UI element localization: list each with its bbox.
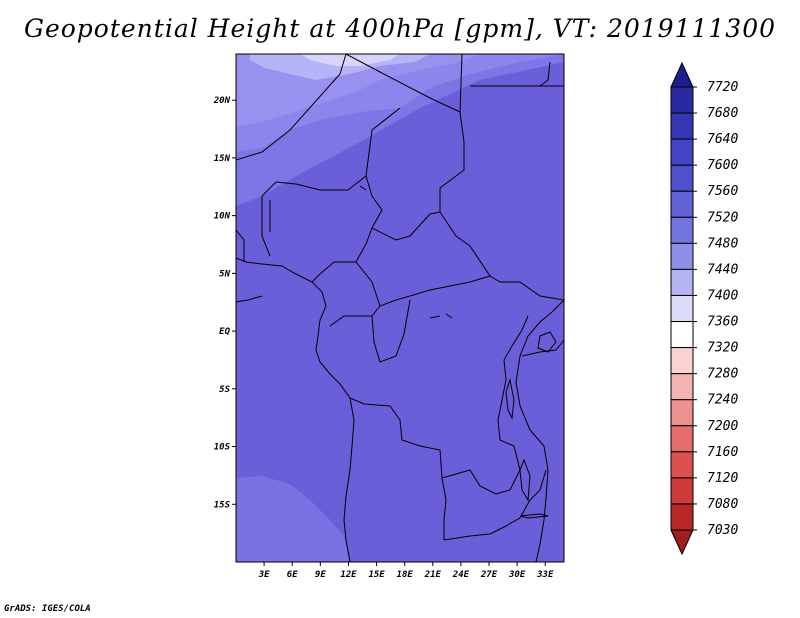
colorbar-swatch xyxy=(670,242,694,270)
map-title: Geopotential Height at 400hPa [gpm], VT:… xyxy=(23,14,777,43)
credit-text: GrADS: IGES/COLA xyxy=(4,604,91,614)
colorbar-swatch xyxy=(670,112,694,140)
lon-tick-label: 6E xyxy=(287,570,298,580)
colorbar-label: 7360 xyxy=(707,315,738,330)
lon-tick-label: 9E xyxy=(315,570,326,580)
lon-tick-label: 15E xyxy=(368,570,385,580)
colorbar-label: 7520 xyxy=(707,210,738,225)
lat-tick-label: 5N xyxy=(219,269,230,279)
colorbar-swatch xyxy=(670,164,694,192)
colorbar-swatch xyxy=(670,425,694,453)
lat-tick-label: EQ xyxy=(219,327,230,337)
colorbar-label: 7320 xyxy=(707,341,738,356)
height-field-band-7400 xyxy=(300,54,400,66)
colorbar-swatch xyxy=(670,216,694,244)
colorbar: 7720 7680 7640 7600 7560 7520 7480 7440 7400 7360… xyxy=(670,61,738,556)
lon-tick-label: 30E xyxy=(508,570,526,580)
colorbar-swatch xyxy=(670,399,694,427)
colorbar-swatch xyxy=(670,268,694,296)
lon-tick-label: 18E xyxy=(397,570,414,580)
colorbar-swatch xyxy=(670,373,694,401)
colorbar-label: 7200 xyxy=(707,419,738,434)
colorbar-label: 7640 xyxy=(707,132,738,147)
lon-tick-label: 24E xyxy=(452,570,470,580)
lon-tick-label: 3E xyxy=(258,570,270,580)
colorbar-label: 7160 xyxy=(707,445,738,460)
map-panel xyxy=(236,54,564,562)
colorbar-label: 7240 xyxy=(707,393,738,408)
colorbar-swatch xyxy=(670,503,694,531)
colorbar-swatch xyxy=(670,294,694,323)
colorbar-min-triangle xyxy=(670,529,694,556)
colorbar-swatch xyxy=(670,138,694,166)
colorbar-label: 7280 xyxy=(707,367,738,382)
colorbar-label: 7080 xyxy=(707,497,738,512)
colorbar-label: 7480 xyxy=(707,236,738,251)
colorbar-label: 7030 xyxy=(707,523,738,538)
colorbar-swatch xyxy=(670,190,694,218)
lon-tick-label: 27E xyxy=(480,570,498,580)
lat-tick-label: 10S xyxy=(214,443,231,453)
latitude-axis: 20N 15N 10N 5N EQ 5S 10S 15S xyxy=(213,96,236,510)
longitude-axis: 3E 6E 9E 12E 15E 18E 21E 24E 27E 30E 33E xyxy=(258,562,554,580)
lat-tick-label: 20N xyxy=(213,96,231,106)
lat-tick-label: 15N xyxy=(214,154,231,164)
lat-tick-label: 5S xyxy=(219,385,230,395)
height-field-band-south xyxy=(236,476,350,562)
colorbar-swatch xyxy=(670,477,694,505)
lakes xyxy=(359,185,557,519)
country-borders xyxy=(236,54,564,541)
lon-tick-label: 21E xyxy=(424,570,442,580)
colorbar-max-triangle xyxy=(670,61,694,88)
lon-tick-label: 12E xyxy=(340,570,357,580)
colorbar-swatch xyxy=(670,86,694,114)
lat-tick-label: 15S xyxy=(214,500,231,510)
colorbar-swatch xyxy=(670,451,694,479)
colorbar-label: 7120 xyxy=(707,471,738,486)
colorbar-label: 7600 xyxy=(707,158,738,173)
map-frame xyxy=(235,53,565,563)
colorbar-label: 7440 xyxy=(707,262,738,277)
colorbar-swatch xyxy=(670,347,694,375)
colorbar-swatch xyxy=(670,321,694,349)
lat-tick-label: 10N xyxy=(214,212,231,222)
colorbar-label: 7720 xyxy=(707,80,738,95)
colorbar-label: 7400 xyxy=(707,288,738,303)
colorbar-label: 7680 xyxy=(707,106,738,121)
colorbar-label: 7560 xyxy=(707,184,738,199)
lon-tick-label: 33E xyxy=(536,570,554,580)
